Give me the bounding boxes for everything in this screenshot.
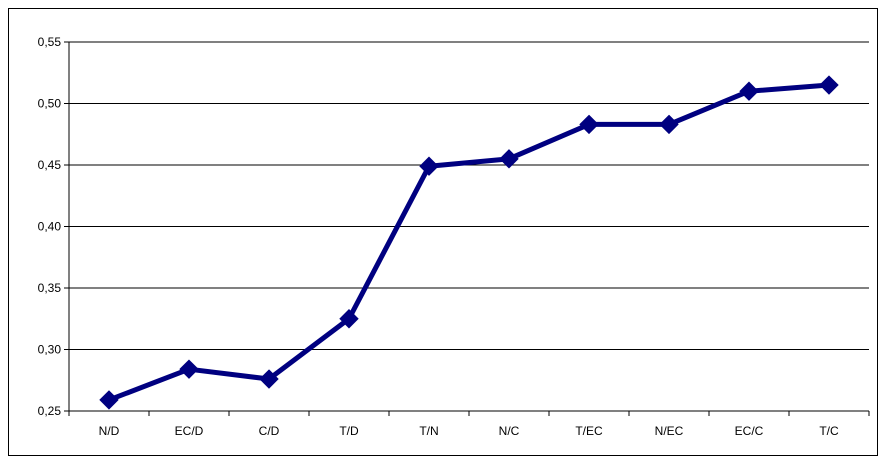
- x-tick-label: C/D: [259, 424, 280, 438]
- x-tick-label: T/N: [419, 424, 438, 438]
- series-line: [106, 82, 832, 403]
- data-point-marker: [819, 75, 839, 95]
- data-point-marker: [179, 359, 199, 379]
- x-tick-label: EC/C: [735, 424, 764, 438]
- y-tick-label: 0,50: [38, 97, 62, 111]
- x-tick-label: N/EC: [655, 424, 684, 438]
- x-tick-label: N/C: [499, 424, 520, 438]
- y-tick-label: 0,55: [38, 35, 62, 49]
- data-point-marker: [579, 114, 599, 135]
- x-tick-label: N/D: [99, 424, 120, 438]
- x-tick-label: T/D: [339, 424, 359, 438]
- data-point-marker: [419, 156, 439, 176]
- data-point-marker: [499, 149, 519, 169]
- x-tick-label: EC/D: [175, 424, 204, 438]
- y-tick-label: 0,30: [38, 343, 62, 357]
- x-tick-label: T/EC: [575, 424, 603, 438]
- data-point-marker: [259, 369, 279, 389]
- data-point-marker: [659, 114, 679, 135]
- y-tick-label: 0,35: [38, 281, 62, 295]
- data-point-marker: [739, 81, 759, 101]
- y-tick-label: 0,40: [38, 220, 62, 234]
- data-point-marker: [99, 390, 119, 410]
- data-point-marker: [339, 309, 359, 329]
- x-tick-label: T/C: [819, 424, 839, 438]
- y-tick-label: 0,25: [38, 404, 62, 418]
- y-tick-label: 0,45: [38, 158, 62, 172]
